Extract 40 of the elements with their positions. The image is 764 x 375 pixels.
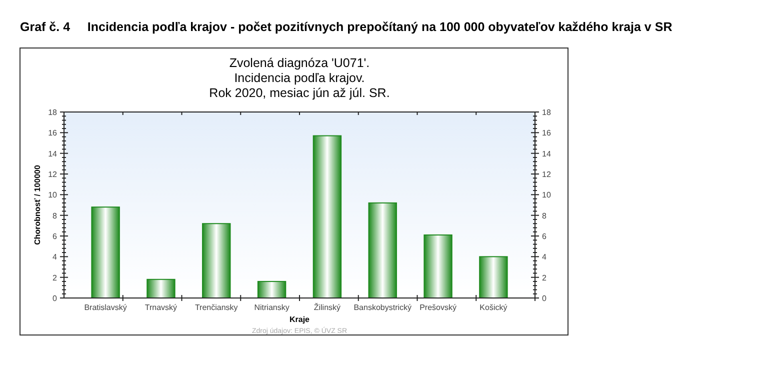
y-tick-label: 0 — [52, 294, 58, 303]
x-tick-label: Trnavský — [144, 303, 178, 312]
x-tick-label: Žilinský — [314, 303, 341, 312]
x-tick-label: Nitriansky — [254, 303, 290, 312]
y-tick-label: 2 — [52, 273, 58, 282]
y2-tick-label: 6 — [542, 232, 547, 241]
y-tick-label: 4 — [52, 252, 58, 262]
y2-tick-label: 18 — [542, 108, 552, 117]
y2-tick-label: 16 — [542, 128, 552, 138]
y2-tick-label: 8 — [542, 211, 547, 220]
bar — [312, 135, 342, 298]
x-tick-label: Prešovský — [420, 303, 456, 312]
x-tick-label: Trenčiansky — [194, 303, 238, 312]
y-tick-label: 12 — [48, 170, 58, 179]
bar — [91, 206, 120, 298]
y-tick-label: 6 — [52, 232, 58, 241]
chart-title: Graf č. 4 Incidencia podľa krajov - počet pozitívnych prepočítaný na 100 000 obyvateľov každého kraja v SR — [20, 20, 672, 34]
y-axis-title: Chorobnosť / 100000 — [33, 164, 42, 245]
y2-tick-label: 12 — [542, 170, 552, 179]
bar — [146, 278, 176, 298]
bar — [479, 256, 508, 298]
y2-tick-label: 0 — [542, 294, 547, 303]
y-tick-label: 16 — [48, 128, 58, 138]
y2-tick-label: 10 — [542, 190, 552, 200]
bar — [257, 280, 286, 298]
y2-tick-label: 4 — [542, 252, 547, 262]
bar — [202, 223, 231, 298]
bar — [368, 202, 397, 298]
x-axis-title: Kraje — [289, 315, 310, 324]
x-tick-label: Banskobystrický — [354, 303, 412, 312]
y-tick-label: 18 — [48, 108, 58, 117]
x-tick-label: Košický — [480, 303, 508, 312]
y2-tick-label: 14 — [542, 149, 552, 158]
y-tick-label: 14 — [48, 149, 58, 158]
y2-tick-label: 2 — [542, 273, 547, 282]
chart-subtitle: Zvolená diagnóza 'U071'. Incidencia podľa krajov. Rok 2020, mesiac jún až júl. SR. — [209, 56, 390, 100]
y-tick-label: 10 — [48, 190, 58, 200]
y-tick-label: 8 — [52, 211, 58, 220]
x-tick-label: Bratislavský — [84, 303, 127, 312]
bar — [424, 234, 452, 298]
